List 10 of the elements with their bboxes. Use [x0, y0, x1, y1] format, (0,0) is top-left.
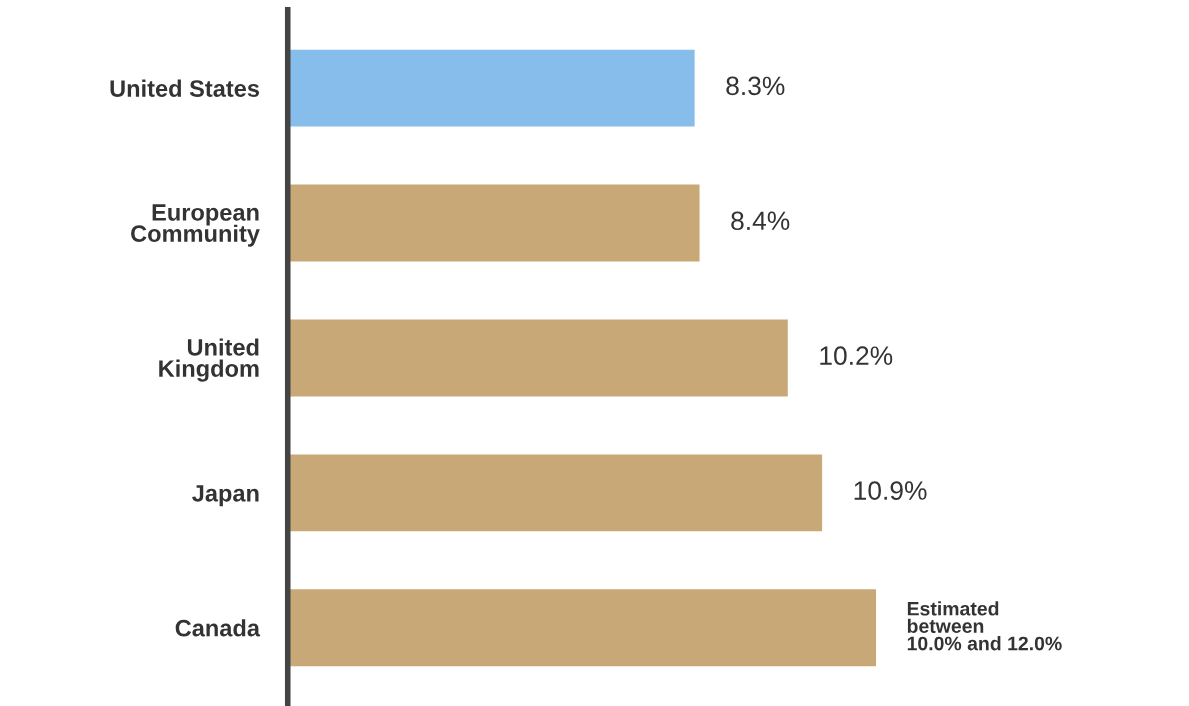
y-tick-label: United Kingdom: [159, 338, 259, 382]
data-label: 8.3%: [726, 76, 785, 96]
y-tick-label: European Community: [131, 204, 260, 247]
y-tick-label: United States: [110, 79, 259, 97]
data-label: 8.4%: [731, 211, 790, 231]
y-tick-label: Canada: [175, 619, 261, 637]
data-label: Estimated between 10.0% and 12.0%: [907, 601, 1062, 651]
y-tick-label: Japan: [192, 485, 259, 507]
data-label: 10.2%: [820, 346, 893, 366]
data-label: 10.9%: [854, 481, 927, 500]
